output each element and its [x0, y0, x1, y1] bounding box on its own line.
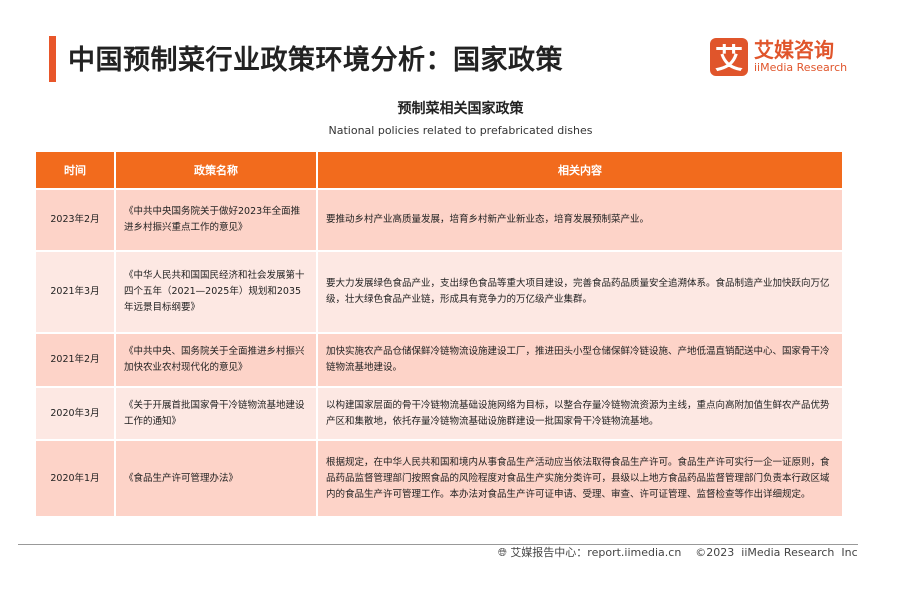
cell-content: 以构建国家层面的骨干冷链物流基础设施网络为目标，以整合存量冷链物流资源为主线，重…: [318, 388, 842, 439]
cell-content: 要大力发展绿色食品产业，支出绿色食品等重大项目建设，完善食品药品质量安全追溯体系…: [318, 252, 842, 332]
cell-name: 《关于开展首批国家骨干冷链物流基地建设工作的通知》: [116, 388, 316, 439]
cell-name: 《中共中央、国务院关于全面推进乡村振兴加快农业农村现代化的意见》: [116, 334, 316, 386]
iimedia-logo: 艾 艾媒咨询 iiMedia Research: [710, 38, 847, 76]
column-header-time: 时间: [36, 152, 114, 188]
column-header-content: 相关内容: [318, 152, 842, 188]
footer: 🌐︎ 艾媒报告中心：report.iimedia.cn ©2023 iiMedi…: [498, 544, 858, 560]
cell-time: 2021年2月: [36, 334, 114, 386]
footer-divider: [18, 544, 858, 545]
logo-en: iiMedia Research: [754, 61, 848, 74]
footer-text: 艾媒报告中心：report.iimedia.cn ©2023 iiMedia R…: [510, 546, 858, 559]
page-title: 中国预制菜行业政策环境分析：国家政策: [68, 45, 563, 76]
logo-cn: 艾媒咨询: [754, 38, 834, 62]
table-row: 2020年1月 《食品生产许可管理办法》 根据规定，在中华人民共和国和境内从事食品生…: [36, 441, 842, 516]
table-row: 2021年3月 《中华人民共和国国民经济和社会发展第十四个五年（2021—2025…: [36, 252, 842, 332]
cell-name: 《食品生产许可管理办法》: [116, 441, 316, 516]
globe-icon: 🌐︎: [498, 546, 507, 559]
policy-table: 时间 政策名称 相关内容 2023年2月 《中共中央国务院关于做好2023年全面推…: [34, 150, 844, 518]
cell-time: 2020年1月: [36, 441, 114, 516]
table-row: 2020年3月 《关于开展首批国家骨干冷链物流基地建设工作的通知》 以构建国家层面的…: [36, 388, 842, 439]
table-row: 2023年2月 《中共中央国务院关于做好2023年全面推进乡村振兴重点工作的意见》…: [36, 190, 842, 250]
cell-name: 《中共中央国务院关于做好2023年全面推进乡村振兴重点工作的意见》: [116, 190, 316, 250]
table-subtitle: National policies related to prefabricat…: [328, 124, 593, 137]
title-accent-bar: [49, 36, 56, 82]
cell-content: 根据规定，在中华人民共和国和境内从事食品生产活动应当依法取得食品生产许可。食品生…: [318, 441, 842, 516]
cell-time: 2023年2月: [36, 190, 114, 250]
cell-content: 加快实施农产品仓储保鲜冷链物流设施建设工厂，推进田头小型仓储保鲜冷链设施、产地低…: [318, 334, 842, 386]
logo-mark: 艾: [710, 38, 748, 76]
column-header-name: 政策名称: [116, 152, 316, 188]
cell-content: 要推动乡村产业高质量发展，培育乡村新产业新业态，培育发展预制菜产业。: [318, 190, 842, 250]
cell-name: 《中华人民共和国国民经济和社会发展第十四个五年（2021—2025年）规划和20…: [116, 252, 316, 332]
table-title: 预制菜相关国家政策: [397, 101, 524, 117]
table-row: 2021年2月 《中共中央、国务院关于全面推进乡村振兴加快农业农村现代化的意见》加…: [36, 334, 842, 386]
cell-time: 2020年3月: [36, 388, 114, 439]
cell-time: 2021年3月: [36, 252, 114, 332]
